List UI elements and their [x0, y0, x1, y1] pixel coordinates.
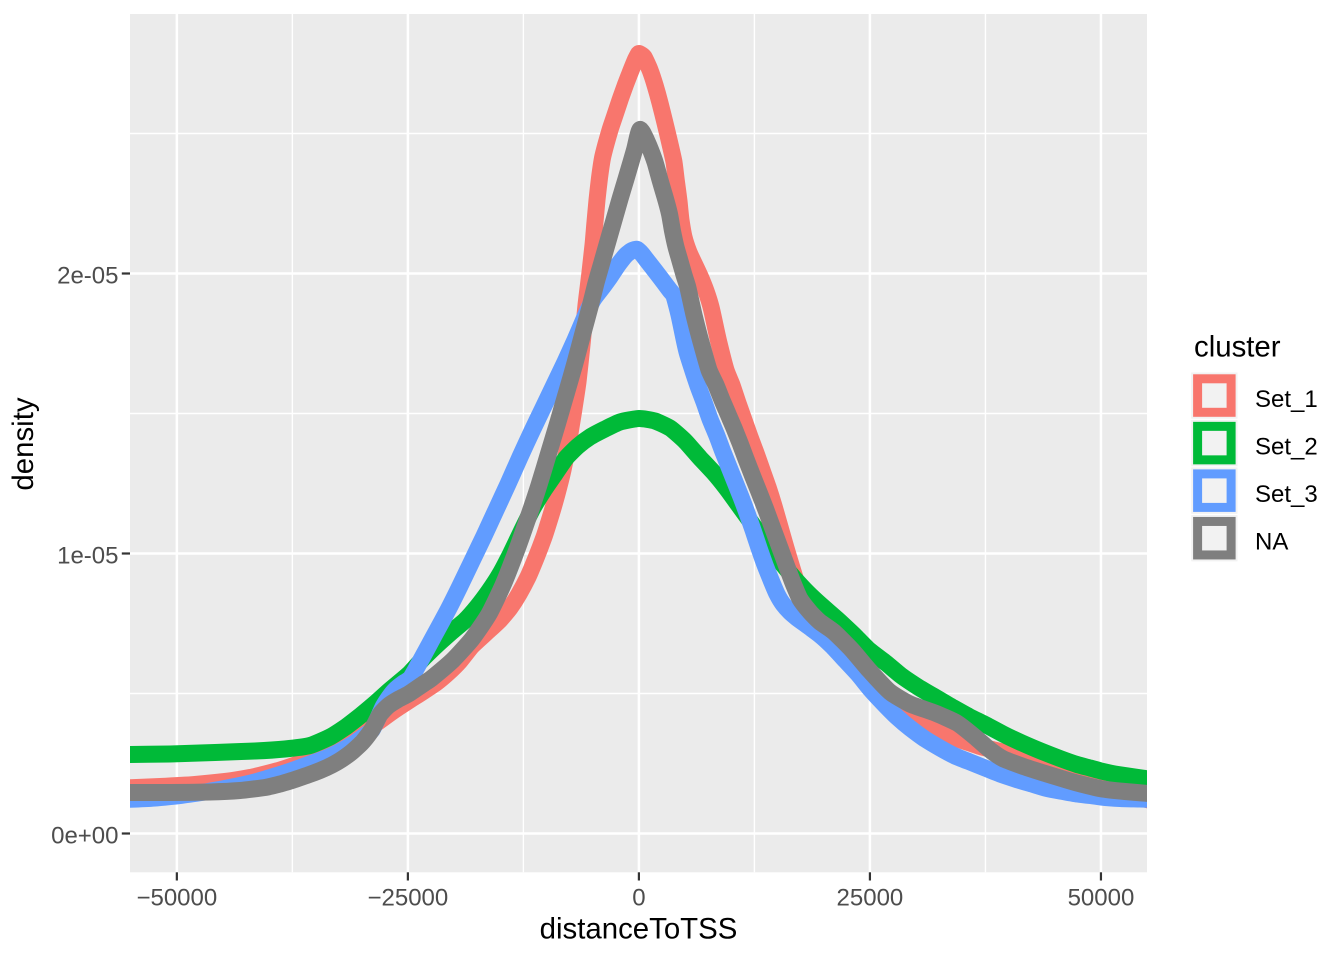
- svg-text:−25000: −25000: [367, 885, 448, 912]
- svg-text:distanceToTSS: distanceToTSS: [540, 913, 738, 946]
- svg-text:0e+00: 0e+00: [51, 822, 118, 849]
- svg-text:Set_3: Set_3: [1255, 481, 1318, 508]
- svg-text:Set_2: Set_2: [1255, 433, 1318, 460]
- svg-text:cluster: cluster: [1194, 331, 1281, 364]
- svg-text:density: density: [7, 397, 40, 490]
- svg-text:50000: 50000: [1068, 885, 1135, 912]
- svg-text:0: 0: [632, 885, 645, 912]
- svg-text:Set_1: Set_1: [1255, 386, 1318, 413]
- svg-text:2e-05: 2e-05: [57, 262, 118, 289]
- svg-text:−50000: −50000: [136, 885, 217, 912]
- svg-text:25000: 25000: [837, 885, 904, 912]
- svg-text:NA: NA: [1255, 529, 1288, 556]
- svg-text:1e-05: 1e-05: [57, 542, 118, 569]
